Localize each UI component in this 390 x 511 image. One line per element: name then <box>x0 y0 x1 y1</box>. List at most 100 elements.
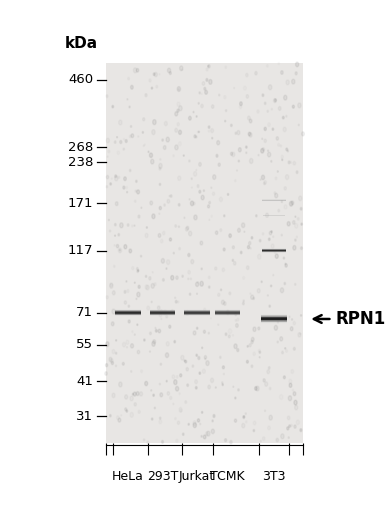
Text: 31: 31 <box>76 410 93 423</box>
Circle shape <box>295 216 296 217</box>
Circle shape <box>112 105 113 108</box>
Circle shape <box>276 136 278 140</box>
Circle shape <box>277 171 278 172</box>
Circle shape <box>278 106 281 110</box>
Circle shape <box>296 62 299 67</box>
Circle shape <box>287 222 290 226</box>
Circle shape <box>251 365 253 367</box>
Circle shape <box>151 301 152 303</box>
Circle shape <box>209 80 212 84</box>
Circle shape <box>197 184 199 188</box>
Circle shape <box>245 413 246 414</box>
Circle shape <box>211 429 215 434</box>
Circle shape <box>230 152 233 155</box>
Circle shape <box>150 332 151 335</box>
Circle shape <box>145 275 147 277</box>
Bar <box>261 319 287 320</box>
Circle shape <box>191 178 192 179</box>
Circle shape <box>292 105 294 108</box>
Circle shape <box>271 231 272 233</box>
Circle shape <box>238 160 239 162</box>
Circle shape <box>200 423 201 425</box>
Circle shape <box>169 195 170 197</box>
Circle shape <box>268 366 270 369</box>
Circle shape <box>137 324 138 326</box>
Bar <box>261 317 287 318</box>
Circle shape <box>205 90 207 95</box>
Circle shape <box>130 126 132 127</box>
Circle shape <box>208 385 210 389</box>
Circle shape <box>106 342 109 346</box>
Circle shape <box>189 231 192 236</box>
Circle shape <box>124 290 126 293</box>
Text: RPN1: RPN1 <box>336 310 386 328</box>
Circle shape <box>255 387 257 390</box>
Circle shape <box>255 215 257 217</box>
Circle shape <box>196 136 197 138</box>
Circle shape <box>165 353 169 358</box>
Circle shape <box>128 320 130 323</box>
Circle shape <box>223 215 225 217</box>
Circle shape <box>275 193 278 198</box>
Circle shape <box>159 164 162 168</box>
Circle shape <box>209 201 211 204</box>
Text: 171: 171 <box>67 197 93 210</box>
Circle shape <box>244 231 245 233</box>
Circle shape <box>116 244 119 248</box>
Circle shape <box>280 288 284 293</box>
Circle shape <box>175 297 176 298</box>
Bar <box>106 63 303 443</box>
Circle shape <box>151 418 153 420</box>
Circle shape <box>208 332 209 334</box>
Circle shape <box>293 245 296 250</box>
Circle shape <box>189 160 190 162</box>
Circle shape <box>137 270 138 272</box>
Circle shape <box>277 321 278 323</box>
Circle shape <box>152 214 155 219</box>
Circle shape <box>128 305 129 307</box>
Circle shape <box>151 87 152 89</box>
Circle shape <box>124 301 126 304</box>
Circle shape <box>259 357 260 358</box>
Circle shape <box>180 374 182 377</box>
Circle shape <box>131 134 134 137</box>
Circle shape <box>201 195 204 200</box>
Circle shape <box>202 347 203 349</box>
Circle shape <box>219 94 220 96</box>
Circle shape <box>183 433 184 435</box>
Bar <box>261 320 287 321</box>
Circle shape <box>192 365 194 367</box>
Circle shape <box>283 257 285 259</box>
Text: 293T: 293T <box>147 470 178 483</box>
Circle shape <box>225 438 227 442</box>
Circle shape <box>285 347 286 349</box>
Circle shape <box>142 131 144 133</box>
Circle shape <box>203 435 206 439</box>
Circle shape <box>289 316 290 318</box>
Circle shape <box>160 393 163 397</box>
Circle shape <box>136 391 139 396</box>
Circle shape <box>126 410 128 412</box>
Circle shape <box>131 85 133 89</box>
Circle shape <box>188 253 190 257</box>
Circle shape <box>134 403 136 406</box>
Circle shape <box>199 190 201 193</box>
Circle shape <box>298 124 299 126</box>
Circle shape <box>238 389 239 391</box>
Circle shape <box>248 132 251 136</box>
Circle shape <box>151 159 154 164</box>
Circle shape <box>153 394 154 397</box>
Circle shape <box>281 201 282 202</box>
Circle shape <box>166 268 167 269</box>
Circle shape <box>251 340 253 344</box>
Circle shape <box>265 382 268 386</box>
Circle shape <box>301 223 302 225</box>
Circle shape <box>217 141 220 145</box>
Circle shape <box>235 397 236 399</box>
Circle shape <box>225 333 227 336</box>
Circle shape <box>150 351 151 352</box>
Text: 268: 268 <box>68 141 93 154</box>
Circle shape <box>268 85 272 90</box>
Circle shape <box>198 103 199 104</box>
Circle shape <box>250 248 251 249</box>
